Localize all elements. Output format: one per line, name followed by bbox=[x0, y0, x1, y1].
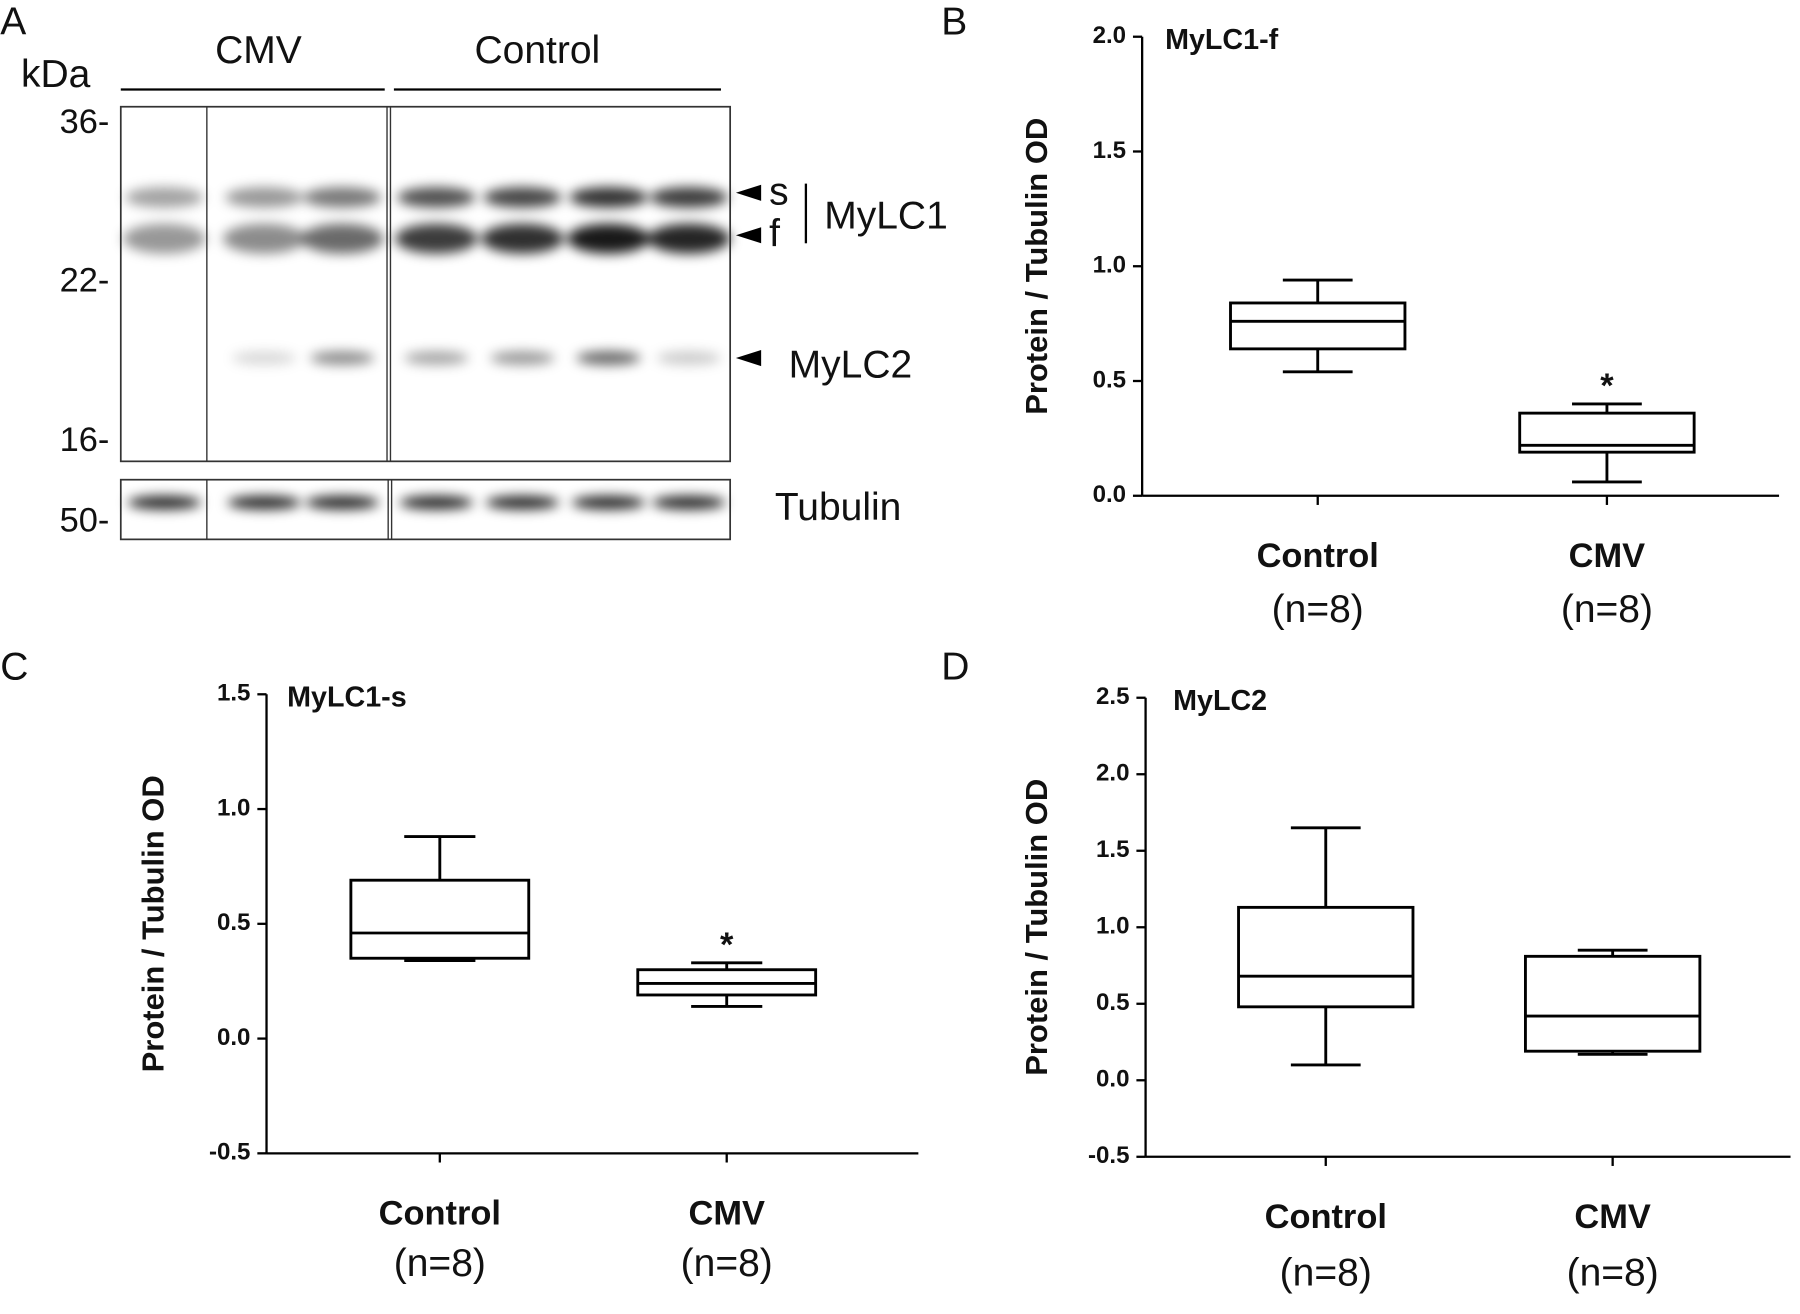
x-tick-sublabel: (n=8) bbox=[1280, 1251, 1372, 1294]
y-tick-label: 0.0 bbox=[1093, 481, 1126, 508]
box-chart: MyLC2 Protein / Tubulin OD -0.5 0.0 0.5 1.0 1.… bbox=[1019, 683, 1791, 1294]
lane-divider bbox=[206, 106, 393, 540]
marker: 36- bbox=[60, 103, 110, 141]
y-tick-label: -0.5 bbox=[209, 1139, 250, 1166]
band bbox=[123, 223, 206, 254]
band bbox=[483, 187, 562, 208]
y-axis-label: Protein / Tubulin OD bbox=[135, 775, 170, 1072]
y-tick-label: 0.0 bbox=[1096, 1066, 1129, 1093]
group-label: CMV bbox=[215, 29, 302, 72]
band bbox=[227, 495, 301, 510]
box bbox=[349, 878, 531, 960]
x-tick-label: CMV bbox=[688, 1194, 765, 1232]
arrowhead bbox=[735, 184, 762, 367]
x-tick-sublabel: (n=8) bbox=[681, 1242, 773, 1285]
y-tick-label: 0.5 bbox=[217, 909, 250, 936]
band-label: MyLC1 bbox=[824, 194, 948, 237]
box-chart: MyLC1-f Protein / Tubulin OD 0.0 0.5 1.0 1.5 2… bbox=[1019, 22, 1780, 631]
x-tick-label: CMV bbox=[1569, 537, 1646, 575]
panel-label: D bbox=[941, 645, 969, 688]
band bbox=[567, 223, 650, 254]
marker: 50- bbox=[60, 501, 110, 539]
band bbox=[569, 187, 648, 208]
annotation: * bbox=[1600, 367, 1614, 405]
y-tick-label: 1.0 bbox=[1093, 252, 1126, 279]
band bbox=[647, 223, 731, 254]
y-tick-label: 1.5 bbox=[217, 680, 250, 707]
band bbox=[225, 187, 304, 208]
y-tick-label: 1.5 bbox=[1093, 137, 1126, 164]
band bbox=[571, 495, 646, 510]
band-label: MyLC2 bbox=[789, 344, 913, 387]
y-axis-label: Protein / Tubulin OD bbox=[1019, 779, 1054, 1076]
unit-label: kDa bbox=[21, 53, 91, 96]
x-tick-label: Control bbox=[1265, 1198, 1387, 1236]
y-tick-label: -0.5 bbox=[1088, 1142, 1130, 1169]
annotation: * bbox=[720, 926, 734, 964]
band bbox=[125, 187, 204, 208]
x-tick-sublabel: (n=8) bbox=[1272, 588, 1364, 631]
band bbox=[303, 187, 382, 208]
band bbox=[399, 495, 474, 510]
panel-label: C bbox=[0, 645, 28, 688]
band bbox=[576, 351, 641, 365]
bands bbox=[123, 187, 731, 510]
group-label: Control bbox=[474, 29, 600, 72]
western-blot: kDa CMV Control 36- 22- 16- 50- s f MyLC… bbox=[21, 29, 948, 541]
y-tick-label: 2.5 bbox=[1096, 683, 1129, 710]
band bbox=[652, 495, 726, 510]
y-tick-label: 0.0 bbox=[217, 1024, 250, 1051]
band bbox=[127, 495, 202, 510]
x-tick-label: CMV bbox=[1574, 1198, 1651, 1236]
panel-label: B bbox=[941, 0, 967, 43]
y-tick-label: 1.0 bbox=[1096, 913, 1129, 940]
x-tick-label: Control bbox=[379, 1194, 501, 1232]
marker: 16- bbox=[60, 421, 110, 459]
band bbox=[305, 495, 379, 510]
chart-title: MyLC1-s bbox=[287, 681, 407, 713]
y-tick-label: 2.0 bbox=[1093, 22, 1126, 49]
band bbox=[395, 223, 478, 254]
chart-title: MyLC1-f bbox=[1165, 24, 1279, 56]
band bbox=[485, 495, 560, 510]
y-tick-label: 2.0 bbox=[1096, 760, 1129, 787]
band bbox=[481, 223, 564, 254]
box bbox=[1524, 954, 1702, 1053]
band bbox=[404, 351, 469, 365]
band-label: s bbox=[769, 170, 789, 213]
marker: 22- bbox=[60, 261, 110, 299]
x-tick-sublabel: (n=8) bbox=[1567, 1251, 1659, 1294]
band bbox=[310, 351, 375, 365]
y-tick-label: 1.5 bbox=[1096, 836, 1129, 863]
band bbox=[232, 351, 297, 365]
blot-frame bbox=[119, 105, 732, 463]
band bbox=[649, 187, 728, 208]
chart-title: MyLC2 bbox=[1173, 685, 1267, 717]
x-tick-sublabel: (n=8) bbox=[1561, 588, 1653, 631]
band bbox=[300, 223, 384, 254]
band-label: f bbox=[769, 213, 780, 256]
y-axis-label: Protein / Tubulin OD bbox=[1019, 118, 1054, 415]
band-label: Tubulin bbox=[775, 486, 901, 529]
y-tick-label: 0.5 bbox=[1096, 989, 1129, 1016]
x-tick-label: Control bbox=[1257, 537, 1379, 575]
panel-label: A bbox=[0, 0, 26, 43]
x-tick-sublabel: (n=8) bbox=[394, 1242, 486, 1285]
band bbox=[397, 187, 476, 208]
band bbox=[222, 223, 306, 254]
band bbox=[490, 351, 555, 365]
y-tick-label: 0.5 bbox=[1093, 366, 1126, 393]
band bbox=[656, 351, 721, 365]
box-chart: MyLC1-s Protein / Tubulin OD -0.5 0.0 0.5 1.0… bbox=[135, 680, 919, 1285]
blot-frame bbox=[119, 478, 732, 541]
box bbox=[1237, 905, 1415, 1009]
box bbox=[1229, 301, 1407, 351]
y-tick-label: 1.0 bbox=[217, 794, 250, 821]
